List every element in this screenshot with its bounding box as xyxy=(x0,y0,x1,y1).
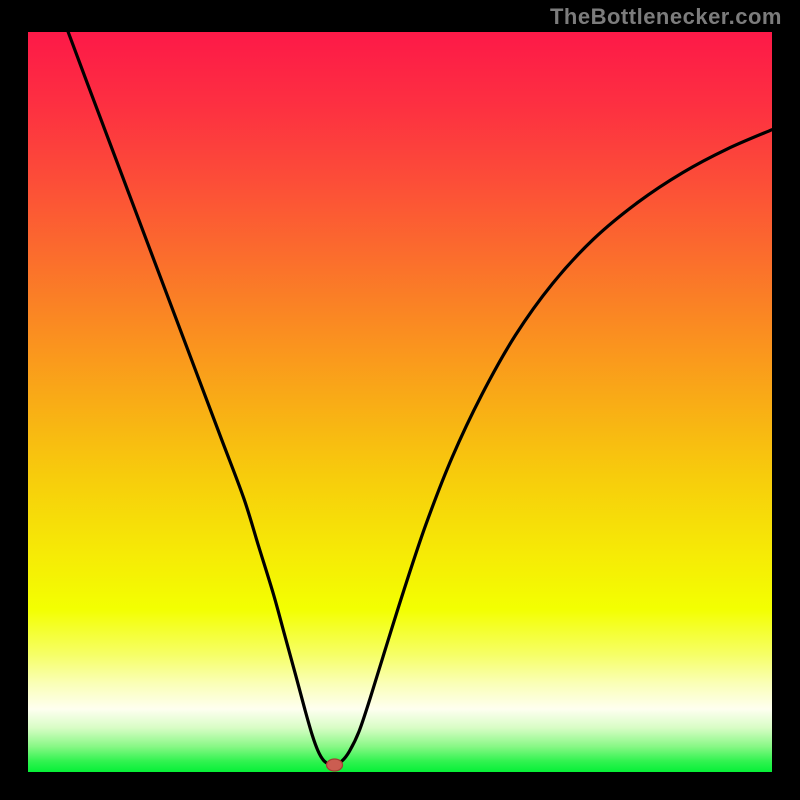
plot-background xyxy=(28,32,772,772)
optimal-point-marker xyxy=(327,759,343,771)
bottleneck-chart xyxy=(0,0,800,800)
watermark-text: TheBottlenecker.com xyxy=(550,4,782,30)
chart-frame: TheBottlenecker.com xyxy=(0,0,800,800)
